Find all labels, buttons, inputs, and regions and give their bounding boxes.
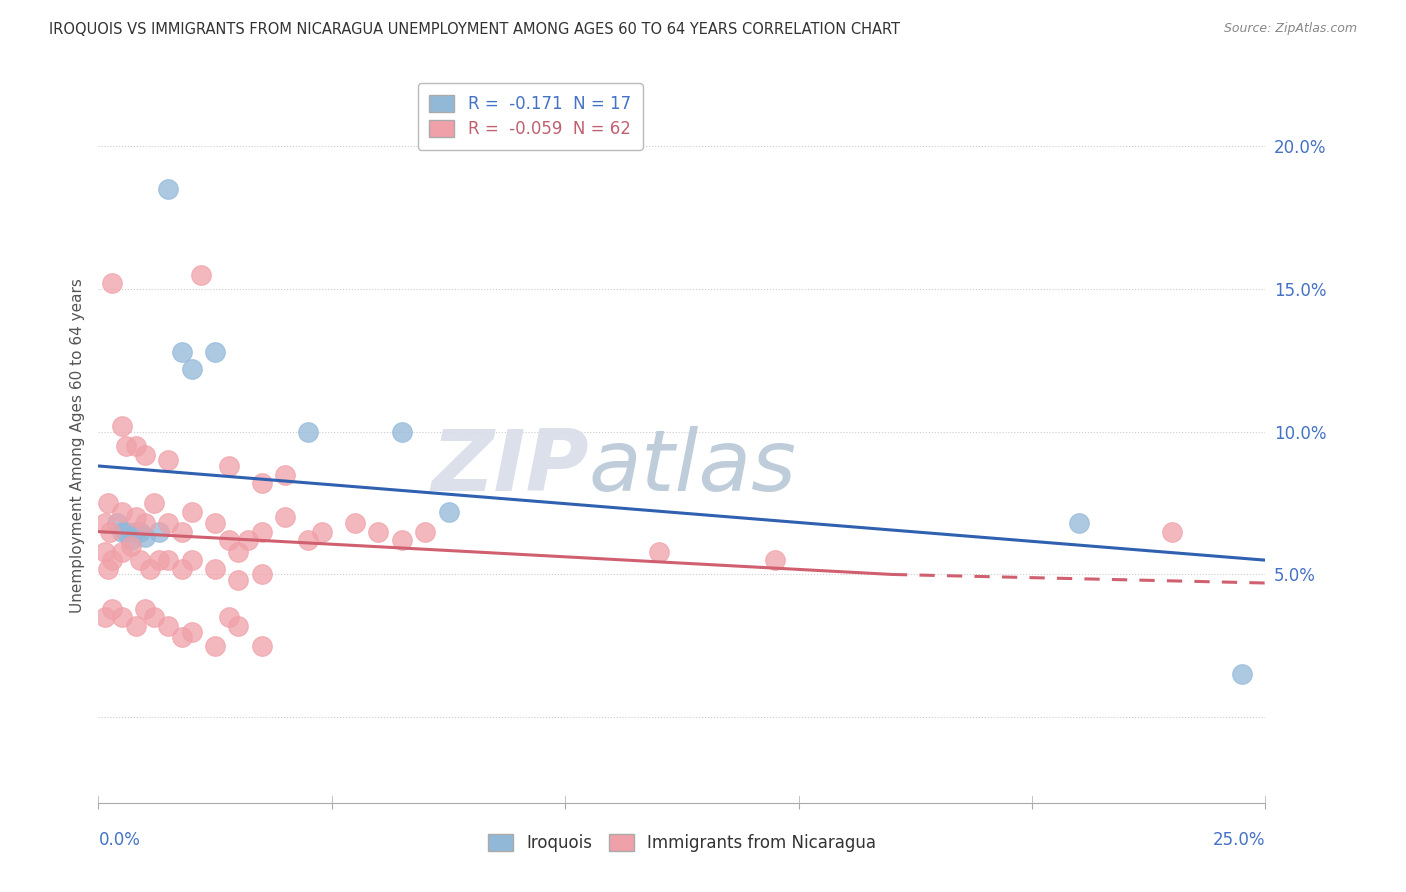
Point (139, 562, 162, 576)
Point (274, 510, 297, 524)
Point (98, 524, 121, 539)
Point (274, 467, 297, 482)
Point (218, 610, 240, 624)
Point (134, 516, 156, 530)
Point (125, 439, 148, 453)
Point (218, 533, 240, 548)
Point (228, 573, 250, 587)
Point (125, 510, 148, 524)
Point (111, 610, 134, 624)
Point (180, 553, 202, 567)
Point (228, 619, 250, 633)
Point (204, 344, 226, 359)
Point (1067, 516, 1090, 530)
Point (94, 544, 117, 558)
Point (157, 453, 180, 467)
Legend: Iroquois, Immigrants from Nicaragua: Iroquois, Immigrants from Nicaragua (481, 827, 883, 859)
Point (157, 516, 180, 530)
Point (204, 562, 226, 576)
Point (204, 516, 226, 530)
Point (120, 539, 142, 553)
Point (172, 344, 194, 359)
Point (391, 533, 413, 548)
Point (115, 439, 138, 453)
Point (105, 516, 128, 530)
Point (172, 562, 194, 576)
Point (297, 425, 319, 439)
Point (297, 533, 319, 548)
Point (228, 544, 250, 558)
Point (134, 530, 156, 544)
Point (101, 277, 124, 291)
Point (111, 524, 134, 539)
Point (97, 496, 120, 510)
Point (218, 458, 240, 473)
Point (157, 553, 180, 567)
Point (120, 533, 142, 548)
Text: ZIP: ZIP (430, 425, 589, 509)
Point (250, 639, 273, 653)
Point (94, 610, 117, 624)
Point (129, 553, 152, 567)
Point (115, 524, 138, 539)
Point (111, 544, 134, 558)
Point (111, 505, 134, 519)
Point (143, 610, 166, 624)
Point (101, 601, 124, 615)
Point (250, 567, 273, 582)
Point (367, 524, 389, 539)
Point (180, 362, 202, 376)
Point (311, 524, 333, 539)
Point (1230, 667, 1253, 681)
Point (129, 524, 152, 539)
Point (157, 182, 180, 196)
Point (204, 639, 226, 653)
Point (125, 619, 148, 633)
Point (125, 524, 148, 539)
Point (172, 524, 194, 539)
Point (157, 619, 180, 633)
Point (180, 624, 202, 639)
Y-axis label: Unemployment Among Ages 60 to 64 years: Unemployment Among Ages 60 to 64 years (69, 278, 84, 614)
Text: Source: ZipAtlas.com: Source: ZipAtlas.com (1223, 22, 1357, 36)
Point (143, 496, 166, 510)
Point (134, 601, 156, 615)
Point (250, 476, 273, 491)
Point (172, 630, 194, 644)
Point (344, 516, 367, 530)
Point (413, 524, 436, 539)
Point (647, 544, 669, 558)
Text: 25.0%: 25.0% (1213, 831, 1265, 849)
Point (134, 448, 156, 462)
Point (111, 419, 134, 434)
Point (148, 553, 170, 567)
Point (180, 505, 202, 519)
Point (763, 553, 786, 567)
Point (148, 524, 170, 539)
Point (94, 516, 117, 530)
Point (250, 524, 273, 539)
Point (437, 505, 460, 519)
Point (190, 268, 212, 282)
Point (236, 533, 259, 548)
Point (97, 562, 120, 576)
Point (391, 425, 413, 439)
Text: atlas: atlas (589, 425, 797, 509)
Point (1161, 524, 1184, 539)
Point (101, 553, 124, 567)
Text: IROQUOIS VS IMMIGRANTS FROM NICARAGUA UNEMPLOYMENT AMONG AGES 60 TO 64 YEARS COR: IROQUOIS VS IMMIGRANTS FROM NICARAGUA UN… (49, 22, 900, 37)
Text: 0.0%: 0.0% (98, 831, 141, 849)
